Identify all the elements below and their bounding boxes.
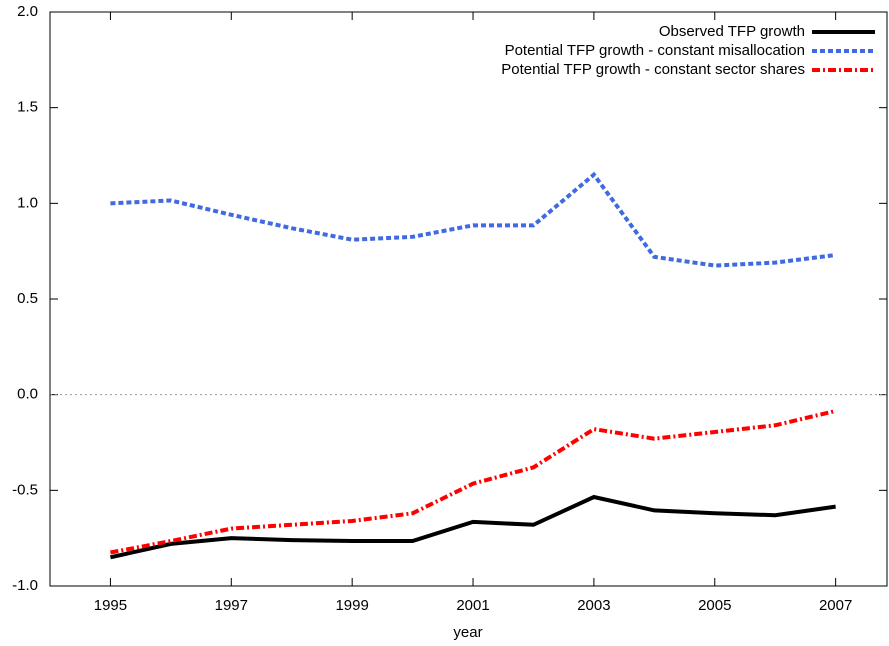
y-tick-label: 1.0 <box>17 194 38 211</box>
y-tick-label: -1.0 <box>12 577 38 594</box>
y-tick-label: 0.5 <box>17 290 38 307</box>
legend-label: Potential TFP growth - constant misalloc… <box>505 42 805 59</box>
y-tick-label: -0.5 <box>12 481 38 498</box>
x-tick-label: 1999 <box>335 597 368 614</box>
x-tick-label: 2007 <box>819 597 852 614</box>
series-line <box>110 171 836 268</box>
legend-label: Potential TFP growth - constant sector s… <box>501 61 805 78</box>
series-line <box>110 494 836 560</box>
y-tick-label: 1.5 <box>17 99 38 116</box>
x-tick-label: 1995 <box>94 597 127 614</box>
x-tick-label: 2001 <box>456 597 489 614</box>
y-tick-label: 0.0 <box>17 386 38 403</box>
x-tick-label: 1997 <box>215 597 248 614</box>
plot-frame <box>49 11 888 587</box>
y-tick-label: 2.0 <box>17 3 38 20</box>
x-tick-label: 2005 <box>698 597 731 614</box>
legend-label: Observed TFP growth <box>659 23 805 40</box>
x-axis-label: year <box>453 624 482 641</box>
x-tick-label: 2003 <box>577 597 610 614</box>
series-line <box>110 408 837 555</box>
